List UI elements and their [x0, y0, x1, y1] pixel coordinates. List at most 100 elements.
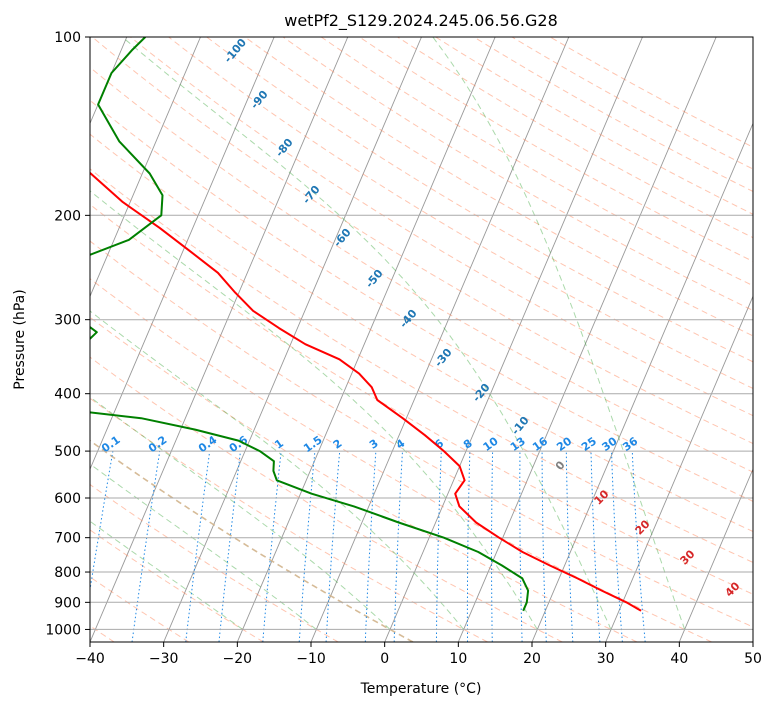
- mixing-ratio-line: [90, 451, 114, 593]
- x-tick-label: 10: [449, 651, 467, 667]
- x-tick-label: 30: [597, 651, 615, 667]
- mixing-ratio-label: 0.4: [196, 433, 220, 455]
- y-axis-ticks: 100 200 300 400 500 600 700 800 900 1000: [45, 30, 90, 638]
- mixing-ratio-line: [611, 451, 623, 642]
- dry-adiabat-line: [511, 37, 753, 170]
- dry-adiabat-line: [359, 37, 753, 263]
- dry-adiabat-label: -40: [397, 307, 420, 331]
- isotherm-line: [90, 37, 349, 642]
- isotherm-line: [457, 37, 717, 642]
- x-tick-label: −20: [223, 651, 253, 667]
- mixing-ratio-line: [185, 451, 211, 642]
- dry-adiabat-line: [90, 576, 190, 642]
- dry-adiabat-line: [90, 133, 753, 533]
- mixing-ratio-label: 8: [461, 437, 475, 452]
- dry-adiabat-line: [90, 168, 753, 563]
- moist-adiabat-line: [90, 463, 317, 630]
- profile-series: [90, 37, 642, 612]
- y-tick-label: 700: [54, 531, 81, 547]
- mixing-ratio-label: 0.1: [99, 433, 122, 455]
- dry-adiabat-line: [90, 240, 753, 628]
- moist-adiabat-line: [90, 396, 391, 630]
- mixing-ratio-label: 4: [394, 437, 408, 452]
- moist-adiabat-line: [432, 37, 686, 630]
- y-tick-label: 1000: [45, 622, 81, 638]
- x-tick-label: −10: [296, 651, 326, 667]
- dry-adiabats: [90, 37, 753, 642]
- mixing-ratio-lines: [90, 451, 646, 642]
- dry-adiabat-line: [90, 99, 753, 502]
- mixing-ratio-line: [131, 451, 161, 642]
- x-axis-label: Temperature (°C): [360, 681, 482, 697]
- mixing-ratio-line: [218, 451, 241, 642]
- mixing-ratio-line: [590, 451, 601, 642]
- mixing-ratio-label: 2: [331, 437, 345, 452]
- moist-adiabat-line: [90, 310, 465, 630]
- x-axis-ticks: −40 −30 −20 −10 0 10 20 30 40 50: [75, 642, 762, 667]
- plot-frame: [89, 36, 754, 643]
- dry-adiabat-line: [90, 203, 753, 595]
- mixing-ratio-line: [435, 451, 442, 642]
- y-tick-label: 900: [54, 595, 81, 611]
- temperature-profile-line: [90, 171, 642, 612]
- dry-adiabat-label: -60: [331, 226, 354, 250]
- moist-adiabat-label: 20: [633, 517, 653, 537]
- dry-adiabat-line: [90, 483, 339, 642]
- x-tick-label: 40: [670, 651, 688, 667]
- moist-adiabat-label: 40: [723, 579, 743, 599]
- chart-title: wetPf2_S129.2024.245.06.56.G28: [284, 11, 558, 31]
- y-tick-label: 300: [54, 313, 81, 329]
- dry-adiabat-line: [91, 37, 753, 445]
- isotherm-grid: [90, 37, 753, 642]
- isotherm-line: [310, 37, 570, 642]
- dry-adiabat-line: [282, 37, 753, 312]
- dry-adiabat-line: [90, 316, 638, 642]
- isotherm-line: [531, 122, 753, 642]
- isotherm-line: [752, 640, 753, 642]
- dry-adiabat-label: -70: [300, 183, 323, 207]
- zero-isotherm-label: 0: [553, 458, 568, 472]
- moist-adiabats: [90, 37, 686, 630]
- moist-adiabat-line: [121, 37, 612, 630]
- mixing-ratio-line: [565, 451, 574, 642]
- dry-adiabat-line: [130, 37, 753, 417]
- isotherm-line: [384, 37, 643, 642]
- isotherm-line: [678, 467, 753, 642]
- dry-adiabat-line: [244, 37, 753, 337]
- mixing-ratio-label: 3: [367, 437, 381, 452]
- x-tick-label: 0: [380, 651, 389, 667]
- mixing-ratio-label: 1.5: [301, 433, 324, 455]
- mixing-ratio-line: [631, 451, 646, 642]
- dry-adiabat-label: -10: [509, 414, 532, 438]
- x-tick-label: −30: [149, 651, 179, 667]
- isotherm-line: [163, 37, 422, 642]
- mixing-ratio-line: [491, 451, 494, 642]
- y-axis-label: Pressure (hPa): [12, 289, 28, 389]
- dry-adiabat-line: [90, 356, 563, 642]
- dry-adiabat-label: -20: [470, 381, 493, 405]
- dry-adiabat-line: [549, 37, 753, 148]
- isotherm-line: [236, 37, 496, 642]
- moist-adiabat-label: 30: [678, 547, 698, 567]
- x-tick-label: 20: [523, 651, 541, 667]
- y-tick-label: 600: [54, 491, 81, 507]
- dry-adiabat-line: [90, 529, 264, 642]
- pressure-gridlines: [90, 37, 753, 630]
- mixing-ratio-line: [262, 451, 282, 642]
- y-tick-label: 100: [54, 30, 81, 46]
- x-tick-label: 50: [744, 651, 762, 667]
- mixing-ratio-line: [364, 451, 377, 642]
- moist-adiabat-label: 10: [592, 487, 612, 507]
- line-labels: 0.1 0.2 0.4 0.6 1 1.5 2 3 4 6 8 10 13 16 20 25 30 36-100-…: [99, 36, 743, 600]
- dry-adiabat-line: [90, 439, 414, 642]
- x-tick-label: −40: [75, 651, 105, 667]
- y-tick-label: 200: [54, 208, 81, 224]
- dry-adiabat-line: [90, 397, 488, 642]
- isotherm-line: [90, 37, 201, 298]
- dry-adiabat-line: [168, 37, 753, 389]
- moist-adiabat-line: [90, 520, 243, 630]
- y-tick-label: 400: [54, 387, 81, 403]
- y-tick-label: 500: [54, 444, 81, 460]
- isotherm-line: [90, 37, 275, 471]
